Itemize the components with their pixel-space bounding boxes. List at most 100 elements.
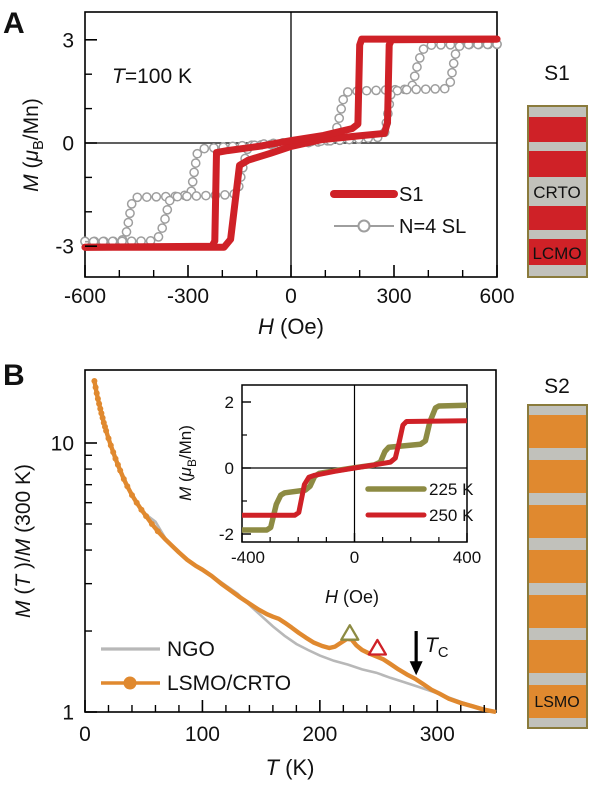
panel-b-legend-lsmo-crto: LSMO/CRTO [167, 672, 291, 695]
n4sl-marker [164, 195, 175, 206]
legend-lsmo-marker [123, 676, 137, 690]
inset-legend-225k: 225 K [429, 480, 474, 499]
stack-s1-layer [528, 230, 587, 239]
panel-b-label: B [3, 359, 25, 392]
n4sl-marker [192, 148, 203, 159]
stack-s2-layer [528, 628, 587, 640]
tick-label: 0 [62, 133, 74, 156]
inset-legend-250k: 250 K [429, 506, 474, 525]
tick-label: 100 [185, 723, 220, 746]
n4sl-marker [153, 232, 164, 242]
n4sl-marker [420, 84, 431, 95]
tick-label: -2 [219, 525, 234, 544]
stack-s2-layer [528, 640, 587, 673]
n4sl-marker [182, 191, 192, 202]
tick-label: -300 [167, 285, 209, 308]
lsmo-crto-marker [143, 513, 150, 520]
tick-label: 2 [225, 393, 234, 412]
lsmo-crto-marker [98, 410, 105, 417]
lsmo-crto-marker [114, 461, 121, 468]
n4sl-marker [418, 44, 429, 54]
n4sl-marker [121, 227, 132, 237]
lsmo-crto-marker [94, 395, 101, 402]
stacks-graphics [527, 105, 588, 729]
tick-label: 1 [62, 702, 74, 725]
lsmo-crto-marker [91, 378, 98, 384]
n4sl-marker [361, 85, 372, 96]
tick-label: 600 [479, 285, 514, 308]
lsmo-crto-marker [99, 414, 106, 421]
legend-n4sl-marker [357, 219, 371, 233]
stack-s2-layer [528, 405, 587, 415]
lsmo-crto-marker [96, 400, 103, 407]
tick-label: 0 [350, 548, 359, 567]
inset-xlabel: H (Oe) [325, 587, 379, 607]
stack-s2-layer [528, 448, 587, 460]
lsmo-crto-marker [117, 467, 124, 474]
stack-s2-layer [528, 550, 587, 583]
tick-label: -400 [231, 548, 265, 567]
tick-label: -600 [64, 285, 106, 308]
n4sl-marker [447, 67, 457, 78]
stack-s2-layer-lsmo [528, 685, 587, 718]
stack-s1-layer [528, 117, 587, 142]
lsmo-crto-marker [92, 384, 99, 391]
lsmo-crto-marker [112, 455, 119, 462]
n4sl-marker [411, 84, 422, 95]
n4sl-marker [189, 167, 199, 178]
stack-s2-layer [528, 493, 587, 505]
stack-s2-layer [528, 415, 587, 448]
stack-s1-title: S1 [544, 62, 570, 85]
n4sl-marker [450, 49, 461, 59]
n4sl-marker [172, 191, 183, 202]
stack-s1-layer-crto [528, 177, 587, 206]
n4sl-marker [126, 199, 137, 209]
panel-a-legend-s1: S1 [399, 184, 423, 206]
stack-s2-title: S2 [544, 375, 570, 398]
n4sl-marker [454, 41, 465, 52]
stack-s2-layer [528, 538, 587, 550]
stack-s2-layer [528, 505, 587, 538]
tick-label: -3 [55, 236, 74, 259]
n4sl-marker [334, 113, 345, 124]
n4sl-marker [371, 85, 381, 96]
n4sl-marker [157, 223, 168, 233]
n4sl-marker [190, 158, 201, 168]
lsmo-crto-marker [105, 435, 112, 442]
stack-s1-layer-lcmo [528, 239, 587, 265]
n4sl-marker [123, 217, 134, 228]
lsmo-crto-marker [129, 492, 135, 499]
panel-a-ylabel: M (μB/Mn) [20, 98, 47, 192]
stack-s1-border [527, 105, 588, 278]
n4sl-marker [445, 77, 456, 87]
n4sl-marker [151, 191, 162, 202]
panel-a-legend-n4sl: N=4 SL [399, 216, 466, 238]
lsmo-crto-marker [154, 528, 161, 535]
tick-label: 300 [376, 285, 411, 308]
lsmo-crto-marker [148, 521, 155, 527]
n4sl-marker [125, 208, 135, 219]
stack-s1-layer [528, 106, 587, 117]
stack-s1-layer [528, 151, 587, 177]
stack-s1-layer [528, 206, 587, 230]
lsmo-crto-marker [138, 506, 145, 513]
panel-a-xlabel: H (Oe) [258, 314, 324, 339]
panel-a-annotation: T=100 K [112, 65, 192, 88]
lsmo-crto-marker [107, 442, 114, 449]
n4sl-marker [132, 192, 143, 203]
n4sl-marker [401, 84, 412, 95]
panel-b-ylabel: M (T )/M (300 K) [12, 464, 35, 618]
n4sl-marker [199, 143, 210, 154]
stack-s2-border [527, 404, 588, 729]
loop-250k-curve [242, 418, 468, 518]
transition-triangle-marker [340, 624, 360, 641]
n4sl-marker [336, 104, 347, 114]
n4sl-marker [187, 176, 198, 187]
n4sl-marker [191, 191, 202, 201]
stack-s2-layer [528, 583, 587, 595]
n4sl-marker [201, 190, 211, 201]
panel-b-legend-ngo: NGO [167, 638, 215, 661]
n4sl-marker [448, 58, 459, 69]
